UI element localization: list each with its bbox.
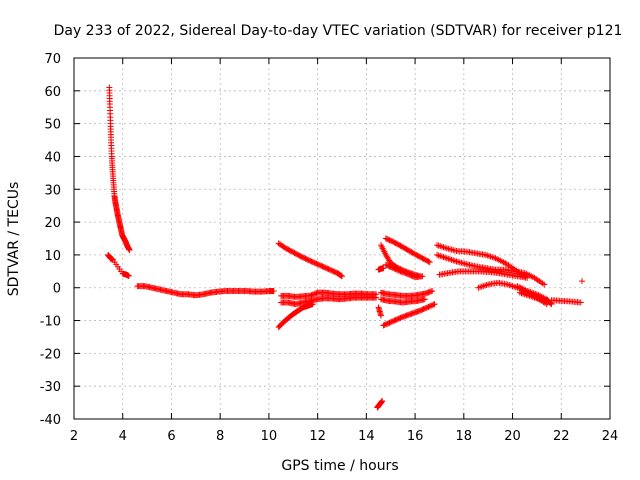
series-right_end — [548, 297, 584, 306]
y-tick-label: 0 — [53, 282, 61, 297]
data-point — [380, 265, 387, 272]
chart-title: Day 233 of 2022, Sidereal Day-to-day VTE… — [54, 23, 623, 39]
y-tick-label: -40 — [40, 413, 61, 428]
data-point — [338, 272, 345, 279]
x-tick-label: 10 — [261, 429, 278, 444]
x-tick-label: 22 — [553, 429, 570, 444]
data-point — [577, 299, 584, 306]
series-branch_c — [382, 261, 426, 281]
data-point — [339, 273, 345, 280]
series-down_left — [275, 301, 316, 331]
series-up_left — [275, 240, 345, 280]
y-tick-label: 50 — [44, 118, 61, 133]
plot-frame — [73, 57, 611, 420]
series-band_lower — [278, 294, 380, 308]
series-spike — [106, 84, 133, 253]
series-band_upper — [278, 289, 380, 300]
data-point — [524, 274, 531, 281]
series-mid_low — [375, 265, 387, 273]
data-point — [429, 288, 436, 295]
data-point — [270, 288, 277, 295]
y-tick-label: -20 — [40, 347, 61, 362]
axis-ticks: 2 4 6 8 10 12 14 16 18 20 22 24-40-30-20-1001020304… — [40, 52, 619, 444]
data-point — [431, 301, 438, 308]
x-tick-label: 16 — [407, 429, 424, 444]
x-tick-label: 14 — [358, 429, 375, 444]
x-tick-label: 18 — [456, 429, 473, 444]
series-right_mid_a — [434, 251, 548, 288]
x-tick-label: 20 — [504, 429, 521, 444]
data-point — [125, 272, 132, 279]
data-point — [426, 259, 433, 266]
data-points — [105, 84, 585, 411]
data-point — [373, 294, 380, 301]
x-tick-label: 4 — [119, 429, 127, 444]
series-band_mid_low — [377, 296, 428, 306]
data-point — [379, 397, 386, 404]
series-flat_segment_1 — [134, 283, 277, 299]
data-point — [425, 258, 432, 265]
x-tick-label: 2 — [70, 429, 78, 444]
y-tick-label: -10 — [40, 315, 61, 330]
series-branch_d — [380, 301, 438, 329]
data-point — [419, 273, 426, 280]
data-point — [430, 301, 437, 308]
y-tick-label: 20 — [44, 216, 61, 231]
data-point — [126, 246, 133, 253]
y-axis-label: SDTVAR / TECUs — [6, 182, 22, 297]
series-right_drop — [514, 283, 550, 308]
x-tick-label: 6 — [167, 429, 175, 444]
series-branch_a — [382, 235, 433, 266]
data-point — [541, 281, 548, 288]
y-tick-label: 60 — [44, 85, 61, 100]
x-tick-label: 8 — [216, 429, 224, 444]
y-tick-label: 40 — [44, 150, 61, 165]
data-point — [377, 312, 384, 319]
series-early — [105, 251, 132, 279]
grid — [74, 58, 610, 419]
y-tick-label: 30 — [44, 183, 61, 198]
x-tick-label: 24 — [602, 429, 619, 444]
series-right_mid_b — [436, 268, 531, 281]
x-tick-label: 12 — [309, 429, 326, 444]
series-drop_pair — [375, 304, 384, 319]
x-axis-label: GPS time / hours — [281, 458, 398, 474]
y-tick-label: 70 — [44, 52, 61, 67]
series-right_point — [578, 278, 585, 285]
y-tick-label: -30 — [40, 380, 61, 395]
series-band_mid — [377, 288, 436, 299]
data-point — [578, 278, 585, 285]
series-isolated_low — [374, 397, 386, 411]
data-point — [543, 301, 550, 308]
y-tick-label: 10 — [44, 249, 61, 264]
data-point — [421, 296, 428, 303]
